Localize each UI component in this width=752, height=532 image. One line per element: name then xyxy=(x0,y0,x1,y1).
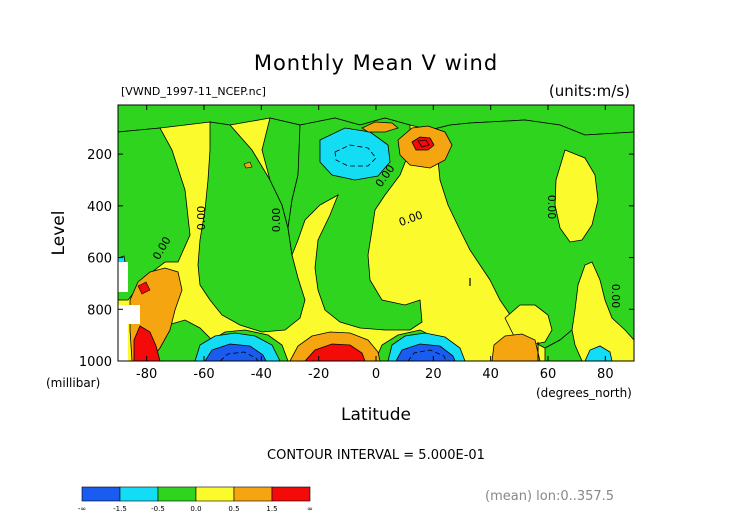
contour-dashed-eq xyxy=(407,349,447,361)
colorbar-segment xyxy=(195,486,235,502)
colorbar-segment xyxy=(119,486,159,502)
x-tick-label: 0 xyxy=(372,367,380,382)
colorbar-label: ∞ xyxy=(307,505,313,513)
x-axis: -80 -60 -40 -20 0 20 40 60 80 xyxy=(136,105,614,382)
contour-interval-text: CONTOUR INTERVAL = 5.000E-01 xyxy=(267,448,485,463)
contour-label: 0.00 xyxy=(270,208,283,233)
x-tick-label: 20 xyxy=(425,367,442,382)
chart-subtitle-right: (units:m/s) xyxy=(549,82,630,100)
colorbar-label: 0.5 xyxy=(228,505,239,513)
y-tick-label: 200 xyxy=(87,148,112,163)
field-green-equator xyxy=(287,117,423,331)
x-tick-label: 80 xyxy=(597,367,614,382)
contour-inner-upper xyxy=(417,139,430,148)
x-unit-label: (degrees_north) xyxy=(536,386,632,400)
chart-title: Monthly Mean V wind xyxy=(254,51,498,75)
colorbar-segment xyxy=(271,486,311,502)
field-orange-top-sliver xyxy=(361,121,399,133)
x-tick-label: -40 xyxy=(251,367,272,382)
x-tick-label: -60 xyxy=(193,367,214,382)
colorbar-segment xyxy=(81,486,121,502)
footer-text: (mean) lon:0..357.5 xyxy=(485,489,614,504)
contour-field xyxy=(118,105,634,361)
field-yellow-island-north xyxy=(554,149,599,243)
y-tick-label: 1000 xyxy=(79,355,112,370)
colorbar-segment xyxy=(157,486,197,502)
field-cyan-upper xyxy=(319,127,391,181)
x-axis-title: Latitude xyxy=(341,405,411,425)
y-axis-title: Level xyxy=(49,211,69,256)
colorbar: -∞ -1.5 -0.5 0.0 0.5 1.5 ∞ xyxy=(78,486,313,513)
colorbar-segment xyxy=(233,486,273,502)
chart-subtitle-left: [VWND_1997-11_NCEP.nc] xyxy=(121,85,266,98)
contour-label: 0.00 xyxy=(195,206,208,231)
field-red-south-spot xyxy=(137,281,151,295)
field-orange-small xyxy=(243,161,253,169)
colorbar-label: -0.5 xyxy=(151,505,165,513)
contour-label: 0.00 xyxy=(545,195,558,220)
field-blue-eq-low xyxy=(395,343,456,361)
x-tick-label: 40 xyxy=(482,367,499,382)
y-tick-label: 400 xyxy=(87,200,112,215)
field-green-north-low xyxy=(544,329,583,361)
field-orange-north-low xyxy=(491,333,541,361)
y-axis: 200 400 600 800 1000 xyxy=(79,148,634,370)
field-red-upper xyxy=(411,136,435,151)
field-red-south-low xyxy=(133,325,161,361)
field-green-south-mid xyxy=(118,127,191,301)
colorbar-label: 1.5 xyxy=(266,505,277,513)
x-tick-label: -80 xyxy=(136,367,157,382)
y-tick-label: 600 xyxy=(87,252,112,267)
field-missing-data xyxy=(118,262,140,361)
x-tick-label: 60 xyxy=(540,367,557,382)
field-red-mid-low xyxy=(304,343,366,361)
colorbar-label: 0.0 xyxy=(190,505,201,513)
contour-dashed-upper xyxy=(334,144,377,167)
y-tick-label: 800 xyxy=(87,303,112,318)
field-blue-south-low xyxy=(204,343,267,361)
x-tick-label: -20 xyxy=(308,367,329,382)
contour-dashed-south xyxy=(219,351,259,361)
contour-label: 0.00 xyxy=(609,284,622,309)
colorbar-label: -1.5 xyxy=(113,505,127,513)
y-unit-label: (millibar) xyxy=(46,376,100,390)
colorbar-label: -∞ xyxy=(78,505,86,513)
